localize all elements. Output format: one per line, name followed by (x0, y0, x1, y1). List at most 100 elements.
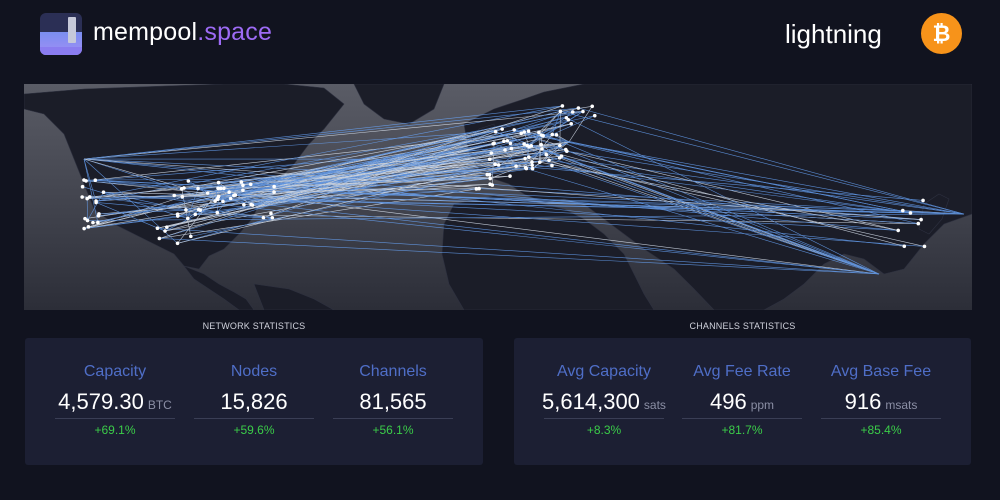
node-dot[interactable] (522, 142, 526, 146)
node-dot[interactable] (83, 216, 87, 221)
node-dot[interactable] (566, 117, 571, 122)
mempool-logo-icon[interactable] (40, 13, 82, 55)
node-dot[interactable] (544, 152, 549, 157)
node-dot[interactable] (509, 146, 514, 151)
node-dot[interactable] (216, 186, 220, 191)
node-dot[interactable] (97, 212, 101, 216)
node-dot[interactable] (527, 144, 531, 149)
node-dot[interactable] (185, 216, 190, 221)
node-dot[interactable] (196, 186, 200, 191)
node-dot[interactable] (241, 188, 245, 193)
node-dot[interactable] (908, 211, 913, 215)
node-dot[interactable] (524, 166, 529, 171)
node-dot[interactable] (526, 129, 531, 133)
node-dot[interactable] (570, 110, 575, 114)
node-dot[interactable] (101, 190, 106, 195)
node-dot[interactable] (919, 217, 923, 222)
node-dot[interactable] (530, 160, 534, 165)
node-dot[interactable] (157, 236, 162, 241)
node-dot[interactable] (505, 139, 510, 143)
node-dot[interactable] (216, 194, 221, 199)
node-dot[interactable] (241, 183, 245, 188)
node-dot[interactable] (547, 158, 551, 163)
lightning-nav-label[interactable]: lightning (785, 19, 882, 49)
node-dot[interactable] (215, 210, 220, 215)
node-dot[interactable] (184, 208, 188, 212)
node-dot[interactable] (186, 179, 191, 183)
node-dot[interactable] (222, 186, 226, 191)
node-dot[interactable] (87, 195, 92, 199)
node-dot[interactable] (155, 226, 160, 231)
node-dot[interactable] (537, 130, 541, 135)
node-dot[interactable] (82, 226, 86, 231)
node-dot[interactable] (569, 121, 574, 126)
node-dot[interactable] (488, 176, 492, 181)
node-dot[interactable] (233, 193, 238, 197)
node-dot[interactable] (558, 109, 563, 114)
node-dot[interactable] (493, 162, 497, 167)
node-dot[interactable] (196, 207, 201, 212)
node-dot[interactable] (270, 215, 275, 220)
node-dot[interactable] (249, 202, 254, 207)
node-dot[interactable] (539, 142, 543, 147)
node-dot[interactable] (500, 127, 504, 131)
node-dot[interactable] (493, 129, 498, 134)
node-dot[interactable] (557, 156, 562, 160)
node-dot[interactable] (592, 113, 597, 118)
node-dot[interactable] (474, 187, 479, 191)
node-dot[interactable] (180, 194, 185, 199)
node-dot[interactable] (487, 172, 492, 177)
node-dot[interactable] (91, 220, 95, 225)
node-dot[interactable] (175, 241, 180, 246)
node-dot[interactable] (80, 184, 85, 189)
brand-wordmark[interactable]: mempool.space (93, 18, 272, 47)
node-dot[interactable] (218, 186, 223, 191)
node-dot[interactable] (522, 130, 527, 134)
node-dot[interactable] (581, 109, 585, 114)
node-dot[interactable] (563, 147, 568, 152)
node-dot[interactable] (902, 244, 907, 249)
node-dot[interactable] (94, 200, 98, 205)
node-dot[interactable] (163, 229, 167, 233)
node-dot[interactable] (96, 220, 100, 225)
node-dot[interactable] (80, 195, 84, 199)
node-dot[interactable] (261, 215, 266, 220)
node-dot[interactable] (205, 191, 210, 195)
node-dot[interactable] (85, 196, 89, 201)
node-dot[interactable] (227, 190, 231, 195)
node-dot[interactable] (921, 198, 925, 203)
node-dot[interactable] (550, 132, 555, 137)
node-dot[interactable] (86, 225, 91, 229)
node-dot[interactable] (502, 139, 506, 143)
node-dot[interactable] (193, 212, 198, 217)
node-dot[interactable] (172, 193, 177, 198)
node-dot[interactable] (576, 106, 581, 110)
node-dot[interactable] (523, 156, 527, 161)
node-dot[interactable] (85, 218, 90, 223)
node-dot[interactable] (239, 180, 244, 184)
node-dot[interactable] (487, 157, 492, 162)
node-dot[interactable] (82, 178, 86, 182)
node-dot[interactable] (93, 178, 98, 183)
node-dot[interactable] (242, 203, 246, 207)
node-dot[interactable] (216, 180, 221, 185)
node-dot[interactable] (272, 190, 276, 194)
node-dot[interactable] (489, 151, 494, 155)
node-dot[interactable] (514, 164, 518, 169)
node-dot[interactable] (221, 199, 225, 204)
node-dot[interactable] (530, 163, 534, 168)
node-dot[interactable] (490, 183, 495, 187)
node-dot[interactable] (560, 104, 565, 108)
node-dot[interactable] (519, 131, 524, 136)
node-dot[interactable] (541, 133, 545, 138)
node-dot[interactable] (550, 163, 554, 168)
node-dot[interactable] (540, 147, 544, 151)
node-dot[interactable] (508, 174, 512, 178)
node-dot[interactable] (512, 128, 516, 132)
node-dot[interactable] (916, 221, 921, 226)
node-dot[interactable] (530, 166, 535, 171)
node-dot[interactable] (538, 160, 542, 164)
node-dot[interactable] (527, 155, 531, 159)
node-dot[interactable] (496, 163, 501, 167)
node-dot[interactable] (272, 184, 276, 189)
